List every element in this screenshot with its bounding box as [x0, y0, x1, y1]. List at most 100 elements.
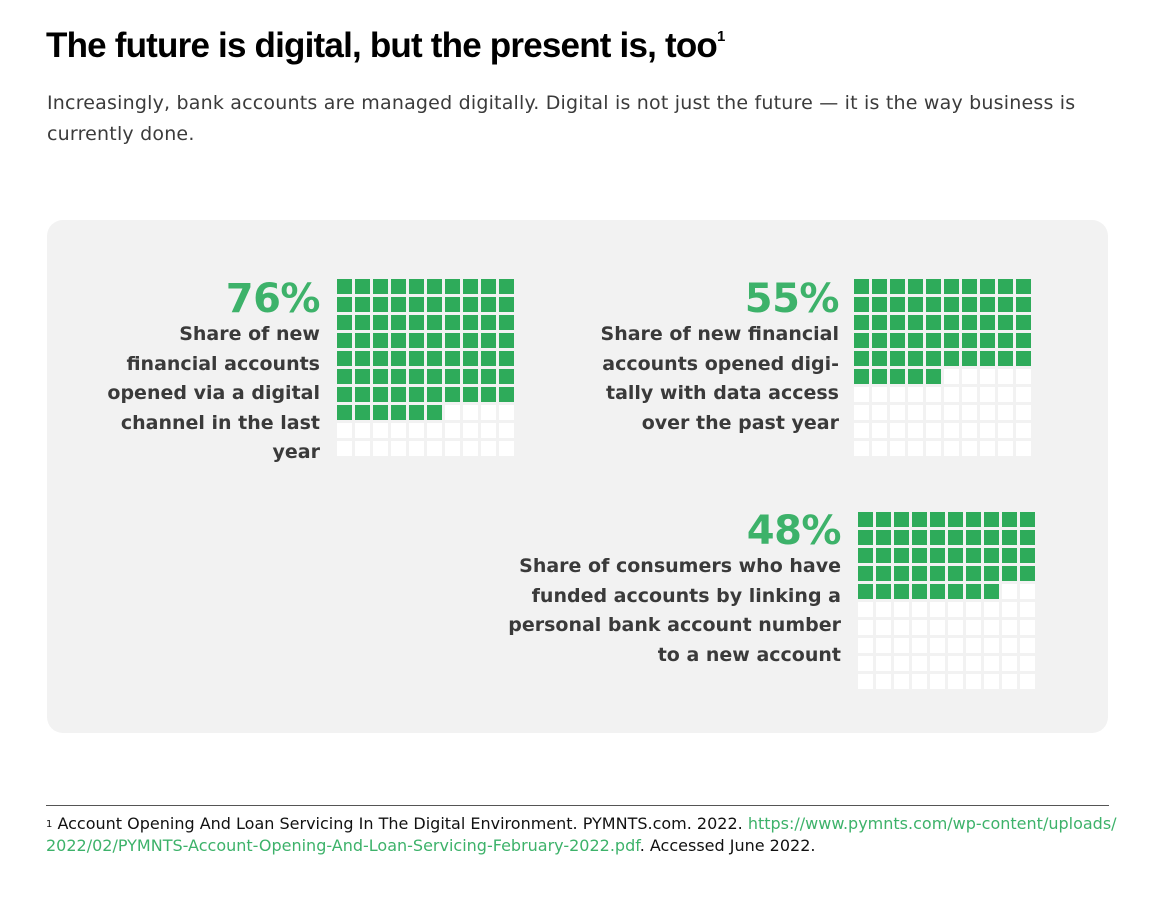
waffle-cell-empty: [930, 602, 945, 617]
waffle-cell-filled: [499, 297, 514, 312]
waffle-cell-empty: [930, 620, 945, 635]
stat-value: 55%: [744, 276, 840, 322]
waffle-cell-filled: [980, 351, 995, 366]
footnote-marker: 1: [46, 819, 53, 830]
waffle-cell-empty: [391, 441, 406, 456]
waffle-cell-empty: [1020, 674, 1035, 689]
waffle-cell-filled: [463, 279, 478, 294]
waffle-cell-filled: [1020, 512, 1035, 527]
waffle-cell-filled: [876, 530, 891, 545]
waffle-cell-empty: [1002, 674, 1017, 689]
waffle-cell-filled: [908, 315, 923, 330]
waffle-cell-filled: [858, 512, 873, 527]
waffle-cell-filled: [962, 333, 977, 348]
waffle-cell-empty: [998, 387, 1013, 402]
waffle-cell-empty: [984, 674, 999, 689]
waffle-cell-empty: [966, 602, 981, 617]
waffle-cell-filled: [445, 369, 460, 384]
waffle-cell-filled: [445, 351, 460, 366]
waffle-cell-filled: [1002, 512, 1017, 527]
waffle-cell-empty: [912, 602, 927, 617]
waffle-cell-empty: [1020, 620, 1035, 635]
waffle-cell-filled: [926, 297, 941, 312]
waffle-cell-empty: [876, 638, 891, 653]
waffle-cell-filled: [337, 405, 352, 420]
waffle-cell-filled: [445, 297, 460, 312]
waffle-cell-filled: [1016, 333, 1031, 348]
waffle-cell-filled: [391, 315, 406, 330]
waffle-chart-funded-accounts: [858, 512, 1035, 689]
waffle-cell-empty: [894, 638, 909, 653]
waffle-cell-filled: [948, 584, 963, 599]
waffle-cell-filled: [962, 351, 977, 366]
waffle-cell-filled: [481, 351, 496, 366]
waffle-cell-empty: [926, 387, 941, 402]
waffle-cell-empty: [854, 387, 869, 402]
waffle-cell-empty: [926, 405, 941, 420]
waffle-cell-filled: [355, 369, 370, 384]
waffle-cell-filled: [890, 333, 905, 348]
waffle-cell-empty: [1016, 423, 1031, 438]
waffle-cell-empty: [1002, 656, 1017, 671]
waffle-cell-filled: [355, 333, 370, 348]
waffle-cell-empty: [427, 423, 442, 438]
waffle-cell-empty: [481, 441, 496, 456]
waffle-chart-data-access: [854, 279, 1031, 456]
waffle-cell-filled: [445, 333, 460, 348]
waffle-cell-empty: [966, 674, 981, 689]
waffle-cell-filled: [944, 315, 959, 330]
waffle-cell-empty: [445, 423, 460, 438]
waffle-cell-filled: [355, 315, 370, 330]
waffle-cell-empty: [984, 656, 999, 671]
waffle-cell-filled: [427, 351, 442, 366]
waffle-cell-filled: [854, 279, 869, 294]
waffle-cell-empty: [908, 423, 923, 438]
waffle-cell-filled: [1002, 530, 1017, 545]
waffle-cell-empty: [984, 638, 999, 653]
waffle-cell-filled: [998, 333, 1013, 348]
waffle-cell-empty: [998, 405, 1013, 420]
waffle-cell-empty: [948, 638, 963, 653]
waffle-cell-filled: [894, 512, 909, 527]
stat-description: Share of consumers who have funded accou…: [508, 555, 841, 666]
waffle-cell-filled: [463, 333, 478, 348]
waffle-cell-filled: [854, 297, 869, 312]
waffle-cell-empty: [894, 602, 909, 617]
waffle-cell-empty: [872, 405, 887, 420]
waffle-cell-filled: [872, 351, 887, 366]
waffle-cell-empty: [1002, 584, 1017, 599]
subtitle: Increasingly, bank accounts are managed …: [47, 92, 1076, 145]
waffle-cell-filled: [409, 369, 424, 384]
waffle-cell-empty: [894, 674, 909, 689]
waffle-cell-empty: [944, 369, 959, 384]
waffle-cell-filled: [912, 512, 927, 527]
waffle-cell-filled: [409, 315, 424, 330]
waffle-cell-empty: [872, 441, 887, 456]
waffle-cell-filled: [890, 351, 905, 366]
waffle-cell-empty: [890, 405, 905, 420]
waffle-cell-empty: [966, 620, 981, 635]
waffle-cell-empty: [355, 423, 370, 438]
waffle-cell-filled: [481, 315, 496, 330]
waffle-cell-empty: [858, 638, 873, 653]
waffle-cell-filled: [337, 315, 352, 330]
waffle-cell-empty: [872, 423, 887, 438]
footnote-citation: Account Opening And Loan Servicing In Th…: [57, 814, 743, 833]
footnote-marker: 1: [717, 28, 726, 45]
waffle-cell-empty: [427, 441, 442, 456]
waffle-cell-filled: [930, 584, 945, 599]
waffle-cell-empty: [1016, 405, 1031, 420]
waffle-cell-filled: [984, 584, 999, 599]
waffle-cell-empty: [854, 423, 869, 438]
waffle-cell-filled: [948, 530, 963, 545]
waffle-cell-empty: [930, 656, 945, 671]
waffle-cell-filled: [998, 279, 1013, 294]
source-link[interactable]: https://www.pymnts.com/wp-content/upload…: [46, 814, 1117, 855]
stat-description: Share of new financial accounts opened v…: [107, 323, 320, 463]
waffle-cell-filled: [966, 512, 981, 527]
waffle-cell-filled: [908, 279, 923, 294]
waffle-cell-empty: [1020, 656, 1035, 671]
waffle-cell-filled: [908, 369, 923, 384]
waffle-cell-filled: [962, 315, 977, 330]
waffle-cell-empty: [998, 369, 1013, 384]
